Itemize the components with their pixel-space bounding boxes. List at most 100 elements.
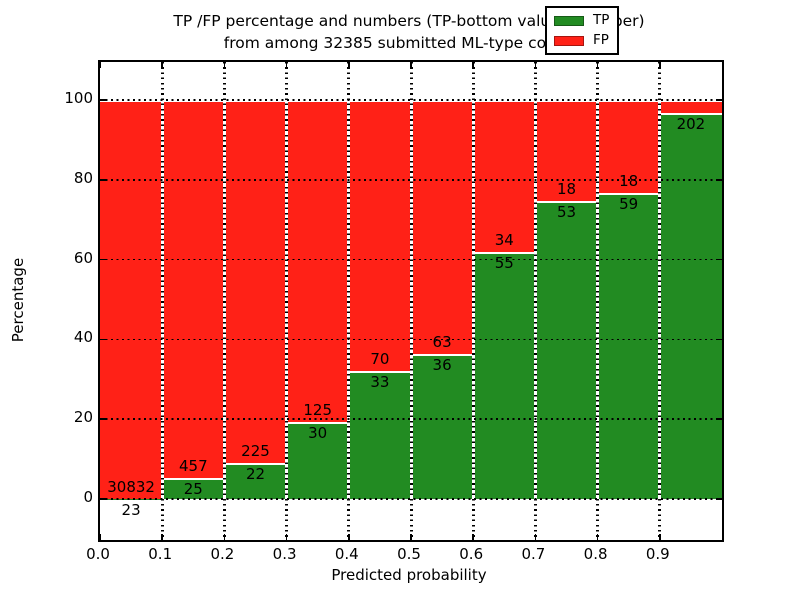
- tp-count-label: 25: [183, 480, 203, 499]
- vertical-gridline: [596, 62, 600, 540]
- vertical-gridline: [347, 62, 351, 540]
- vertical-gridline: [285, 62, 289, 540]
- x-tick-mark: [348, 534, 350, 540]
- tp-bar-segment: [348, 371, 411, 499]
- tp-bar-segment: [411, 353, 474, 499]
- legend-row-tp: TP: [554, 13, 609, 28]
- vertical-gridlines: [100, 62, 722, 540]
- fp-count-label: 63: [432, 332, 452, 351]
- bars-layer: [100, 62, 722, 540]
- y-tick-label: 0: [83, 488, 93, 506]
- tp-bar-segment: [224, 463, 287, 499]
- x-tick-label: 0.6: [459, 545, 484, 563]
- vertical-gridline: [471, 62, 475, 540]
- fp-count-label: 457: [178, 457, 208, 476]
- x-tick-mark: [161, 62, 163, 68]
- y-tick-mark: [716, 99, 722, 101]
- fp-count-label: 225: [241, 442, 270, 461]
- x-tick-label: 0.1: [148, 545, 173, 563]
- vertical-gridline: [409, 62, 413, 540]
- chart-title-line2: from among 32385 submitted ML-type conta…: [223, 34, 595, 52]
- x-tick-mark: [223, 62, 226, 68]
- fp-count-label: 18: [619, 172, 639, 191]
- bar-value-labels: 30832 23 457 25 225 22 125 30 70 33 63 36 34 55 18 53 18…: [100, 62, 722, 540]
- fp-count-label: 30832: [107, 477, 155, 496]
- legend-label-fp: FP: [593, 32, 609, 48]
- fp-bar-segment: [100, 100, 163, 499]
- chart-title: TP /FP percentage and numbers (TP-bottom…: [98, 10, 720, 54]
- y-tick-mark: [100, 418, 106, 420]
- horizontal-gridlines: [100, 62, 722, 540]
- horizontal-gridline: [100, 338, 722, 341]
- fp-count-label: 18: [556, 180, 577, 199]
- x-tick-mark: [99, 534, 101, 540]
- x-axis-label: Predicted probability: [331, 566, 487, 584]
- x-tick-mark: [596, 62, 599, 68]
- y-tick-mark: [716, 418, 722, 420]
- fp-bar-segment: [411, 100, 474, 354]
- x-tick-label: 0.8: [583, 545, 608, 563]
- x-tick-mark: [285, 62, 288, 68]
- legend-row-fp: FP: [554, 33, 609, 48]
- tp-bar-segment: [162, 478, 225, 499]
- fp-bar-segment: [473, 100, 536, 253]
- y-tick-label: 80: [73, 168, 93, 187]
- x-tick-mark: [534, 534, 537, 540]
- tp-count-label: 55: [494, 254, 514, 273]
- x-tick-label: 0.5: [397, 545, 421, 563]
- tp-bar-segment: [286, 421, 349, 499]
- tp-bar-segment: [473, 252, 536, 499]
- tp-count-label: 36: [432, 355, 452, 374]
- x-tick-mark: [659, 534, 661, 540]
- tp-color-swatch-icon: [554, 15, 584, 26]
- y-tick-mark: [716, 179, 722, 181]
- y-tick-mark: [100, 338, 106, 341]
- tp-bar-segment: [597, 193, 660, 499]
- x-tick-label: 0.4: [334, 545, 359, 563]
- y-tick-mark: [100, 179, 106, 181]
- x-tick-mark: [285, 534, 288, 540]
- fp-bar-segment: [659, 100, 722, 114]
- y-tick-mark: [100, 498, 106, 500]
- fp-bar-segment: [224, 100, 287, 464]
- y-tick-label: 100: [64, 89, 93, 107]
- horizontal-gridline: [100, 258, 722, 261]
- tick-marks: [99, 62, 722, 540]
- y-axis-label: Percentage: [9, 257, 27, 343]
- x-tick-label: 0.0: [86, 545, 110, 563]
- x-tick-mark: [596, 534, 599, 540]
- x-tick-mark: [472, 62, 474, 68]
- vertical-gridline: [222, 62, 226, 540]
- vertical-gridline: [658, 62, 662, 540]
- x-tick-mark: [161, 534, 163, 540]
- tp-count-label: 202: [676, 115, 706, 134]
- y-tick-mark: [716, 498, 722, 500]
- y-tick-label: 40: [73, 328, 93, 347]
- plot-area: 30832 23 457 25 225 22 125 30 70 33 63 36 34 55 18 53 18…: [98, 60, 724, 542]
- horizontal-gridline: [100, 99, 722, 101]
- fp-bar-segment: [597, 100, 660, 194]
- x-tick-mark: [348, 62, 350, 68]
- tp-bar-segment: [659, 113, 722, 499]
- y-tick-mark: [716, 338, 722, 341]
- y-tick-label: 60: [73, 248, 93, 267]
- vertical-gridline: [533, 62, 537, 540]
- tp-count-label: 53: [556, 203, 577, 222]
- x-tick-label: 0.7: [521, 545, 546, 563]
- y-tick-label: 20: [73, 408, 93, 427]
- y-tick-mark: [716, 258, 722, 261]
- tp-count-label: 59: [619, 195, 639, 214]
- y-tick-mark: [100, 258, 106, 261]
- x-tick-mark: [410, 534, 412, 540]
- tp-count-label: 30: [308, 423, 328, 442]
- x-tick-mark: [472, 534, 474, 540]
- horizontal-gridline: [100, 418, 722, 420]
- tp-count-label: 33: [370, 373, 390, 392]
- tp-count-label: 23: [121, 500, 141, 519]
- tp-bar-segment: [535, 201, 598, 499]
- x-tick-label: 0.2: [210, 545, 235, 563]
- x-tick-mark: [659, 62, 661, 68]
- x-tick-mark: [534, 62, 537, 68]
- fp-count-label: 125: [303, 400, 333, 419]
